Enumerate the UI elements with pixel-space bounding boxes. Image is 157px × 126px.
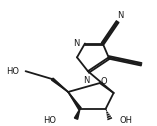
Text: N: N bbox=[74, 39, 80, 48]
Polygon shape bbox=[68, 92, 81, 110]
Polygon shape bbox=[51, 78, 68, 92]
Text: N: N bbox=[83, 76, 89, 85]
Text: O: O bbox=[100, 77, 107, 86]
Text: HO: HO bbox=[43, 116, 56, 125]
Polygon shape bbox=[74, 109, 80, 119]
Text: OH: OH bbox=[119, 116, 133, 125]
Text: HO: HO bbox=[6, 67, 19, 76]
Text: N: N bbox=[117, 11, 124, 20]
